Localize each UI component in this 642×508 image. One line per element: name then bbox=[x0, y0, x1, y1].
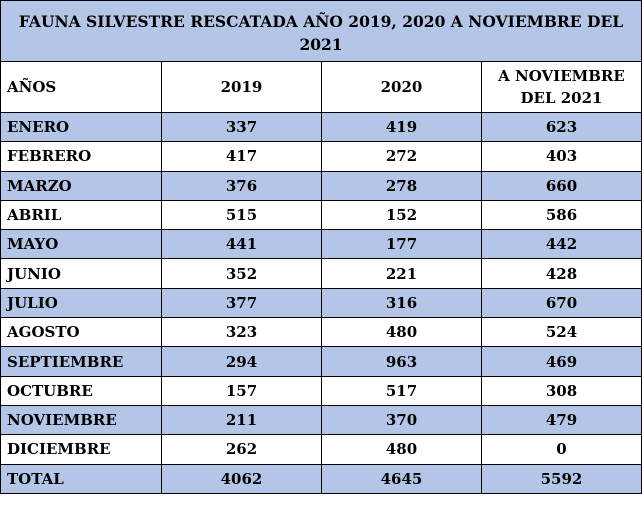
total-row: TOTAL 4062 4645 5592 bbox=[0, 463, 642, 494]
row-value-2019: 352 bbox=[161, 258, 322, 289]
row-value-2019: 376 bbox=[161, 170, 322, 201]
table-row: MAYO 441 177 442 bbox=[0, 229, 642, 260]
row-value-2020: 480 bbox=[321, 317, 482, 348]
row-month: SEPTIEMBRE bbox=[0, 346, 162, 377]
row-value-2021: 308 bbox=[480, 375, 642, 406]
header-label: AÑOS bbox=[0, 61, 162, 113]
table-row: ENERO 337 419 623 bbox=[0, 111, 642, 143]
title-row: FAUNA SILVESTRE RESCATADA AÑO 2019, 2020… bbox=[0, 0, 642, 62]
table-row: JUNIO 352 221 428 bbox=[0, 258, 642, 289]
header-row: AÑOS 2019 2020 A NOVIEMBRE DEL 2021 bbox=[0, 61, 642, 113]
total-value-2020: 4645 bbox=[321, 463, 482, 494]
row-value-2021: 442 bbox=[480, 229, 642, 260]
row-month: AGOSTO bbox=[0, 317, 162, 348]
row-value-2019: 323 bbox=[161, 317, 322, 348]
table-title: FAUNA SILVESTRE RESCATADA AÑO 2019, 2020… bbox=[0, 0, 642, 62]
row-month: JUNIO bbox=[0, 258, 162, 289]
row-value-2019: 417 bbox=[161, 141, 322, 172]
row-value-2021: 660 bbox=[480, 170, 642, 201]
row-value-2019: 441 bbox=[161, 229, 322, 260]
row-value-2020: 419 bbox=[321, 111, 482, 143]
row-value-2020: 316 bbox=[321, 287, 482, 319]
row-month: NOVIEMBRE bbox=[0, 404, 162, 436]
row-value-2020: 221 bbox=[321, 258, 482, 289]
fauna-table: FAUNA SILVESTRE RESCATADA AÑO 2019, 2020… bbox=[0, 0, 642, 494]
row-value-2020: 152 bbox=[321, 199, 482, 231]
row-value-2021: 623 bbox=[480, 111, 642, 143]
row-value-2021: 403 bbox=[480, 141, 642, 172]
row-value-2019: 157 bbox=[161, 375, 322, 406]
row-month: FEBRERO bbox=[0, 141, 162, 172]
row-value-2021: 524 bbox=[480, 317, 642, 348]
row-value-2020: 370 bbox=[321, 404, 482, 436]
table-row: MARZO 376 278 660 bbox=[0, 170, 642, 201]
table-row: AGOSTO 323 480 524 bbox=[0, 317, 642, 348]
row-month: MARZO bbox=[0, 170, 162, 201]
table-row: SEPTIEMBRE 294 963 469 bbox=[0, 346, 642, 377]
row-month: DICIEMBRE bbox=[0, 434, 162, 465]
table-row: ABRIL 515 152 586 bbox=[0, 199, 642, 231]
row-month: ENERO bbox=[0, 111, 162, 143]
row-value-2020: 963 bbox=[321, 346, 482, 377]
row-value-2021: 469 bbox=[480, 346, 642, 377]
row-value-2019: 262 bbox=[161, 434, 322, 465]
total-value-2021: 5592 bbox=[480, 463, 642, 494]
row-month: MAYO bbox=[0, 229, 162, 260]
header-col-2020: 2020 bbox=[321, 61, 482, 113]
table-row: FEBRERO 417 272 403 bbox=[0, 141, 642, 172]
table-row: NOVIEMBRE 211 370 479 bbox=[0, 404, 642, 436]
header-col-2019: 2019 bbox=[161, 61, 322, 113]
total-value-2019: 4062 bbox=[161, 463, 322, 494]
total-label: TOTAL bbox=[0, 463, 162, 494]
row-value-2021: 479 bbox=[480, 404, 642, 436]
row-value-2021: 428 bbox=[480, 258, 642, 289]
row-month: JULIO bbox=[0, 287, 162, 319]
row-value-2020: 278 bbox=[321, 170, 482, 201]
row-value-2020: 272 bbox=[321, 141, 482, 172]
table-row: JULIO 377 316 670 bbox=[0, 287, 642, 319]
table-row: DICIEMBRE 262 480 0 bbox=[0, 434, 642, 465]
row-value-2021: 586 bbox=[480, 199, 642, 231]
row-month: ABRIL bbox=[0, 199, 162, 231]
row-value-2019: 337 bbox=[161, 111, 322, 143]
row-value-2021: 670 bbox=[480, 287, 642, 319]
row-value-2019: 211 bbox=[161, 404, 322, 436]
table-row: OCTUBRE 157 517 308 bbox=[0, 375, 642, 406]
row-value-2021: 0 bbox=[480, 434, 642, 465]
row-value-2019: 515 bbox=[161, 199, 322, 231]
row-month: OCTUBRE bbox=[0, 375, 162, 406]
row-value-2019: 377 bbox=[161, 287, 322, 319]
row-value-2020: 517 bbox=[321, 375, 482, 406]
row-value-2020: 177 bbox=[321, 229, 482, 260]
header-col-2021: A NOVIEMBRE DEL 2021 bbox=[480, 61, 642, 113]
row-value-2019: 294 bbox=[161, 346, 322, 377]
row-value-2020: 480 bbox=[321, 434, 482, 465]
